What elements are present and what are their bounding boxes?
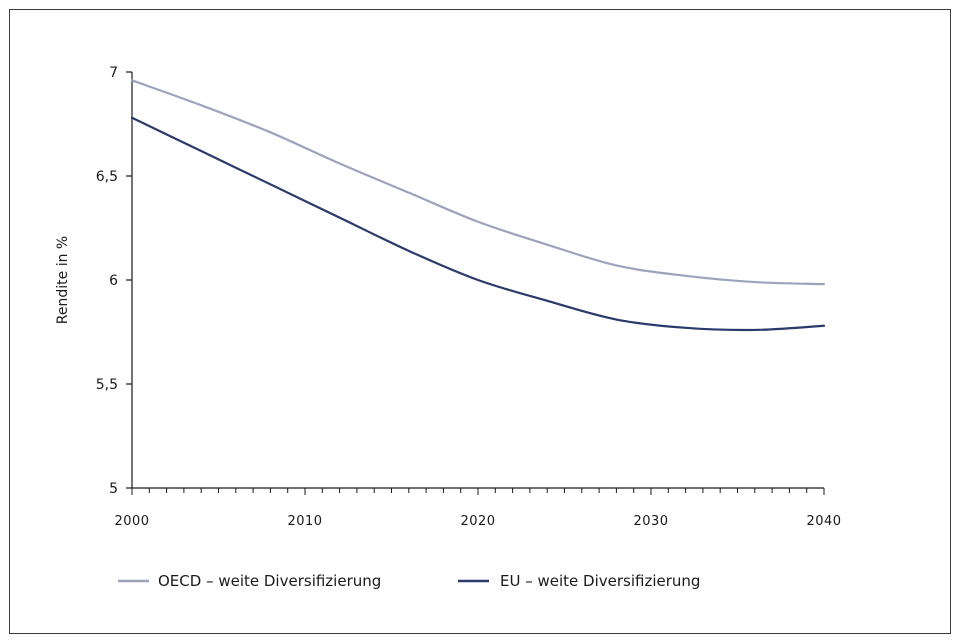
x-tick-label: 2000: [114, 514, 149, 529]
legend-label: OECD – weite Diversifizierung: [158, 572, 381, 590]
legend-label: EU – weite Diversifizierung: [500, 572, 700, 590]
legend-item-0: OECD – weite Diversifizierung: [118, 572, 381, 590]
y-tick-label: 5: [109, 481, 118, 497]
y-ticks: 5 5,5 6 6,5 7: [96, 65, 132, 497]
y-tick-label: 6,5: [96, 169, 118, 185]
x-ticks: 2000 2010 2020 2030 2040: [114, 488, 841, 529]
x-tick-label: 2030: [633, 514, 668, 529]
legend: OECD – weite Diversifizierung EU – weite …: [118, 572, 700, 590]
series-line-0: [130, 79, 826, 286]
legend-item-1: EU – weite Diversifizierung: [458, 572, 700, 590]
series-layer: [130, 79, 826, 332]
axes: 5 5,5 6 6,5 7 2000 2010 2020 2030 2040: [96, 65, 841, 529]
x-tick-label: 2010: [287, 514, 322, 529]
series-line-1: [130, 116, 826, 332]
chart-frame: [9, 9, 951, 634]
x-tick-label: 2020: [460, 514, 495, 529]
x-tick-label: 2040: [806, 514, 841, 529]
y-tick-label: 6: [109, 273, 118, 289]
y-tick-label: 7: [109, 65, 118, 81]
y-tick-label: 5,5: [96, 377, 118, 393]
y-axis-title: Rendite in %: [55, 236, 71, 324]
